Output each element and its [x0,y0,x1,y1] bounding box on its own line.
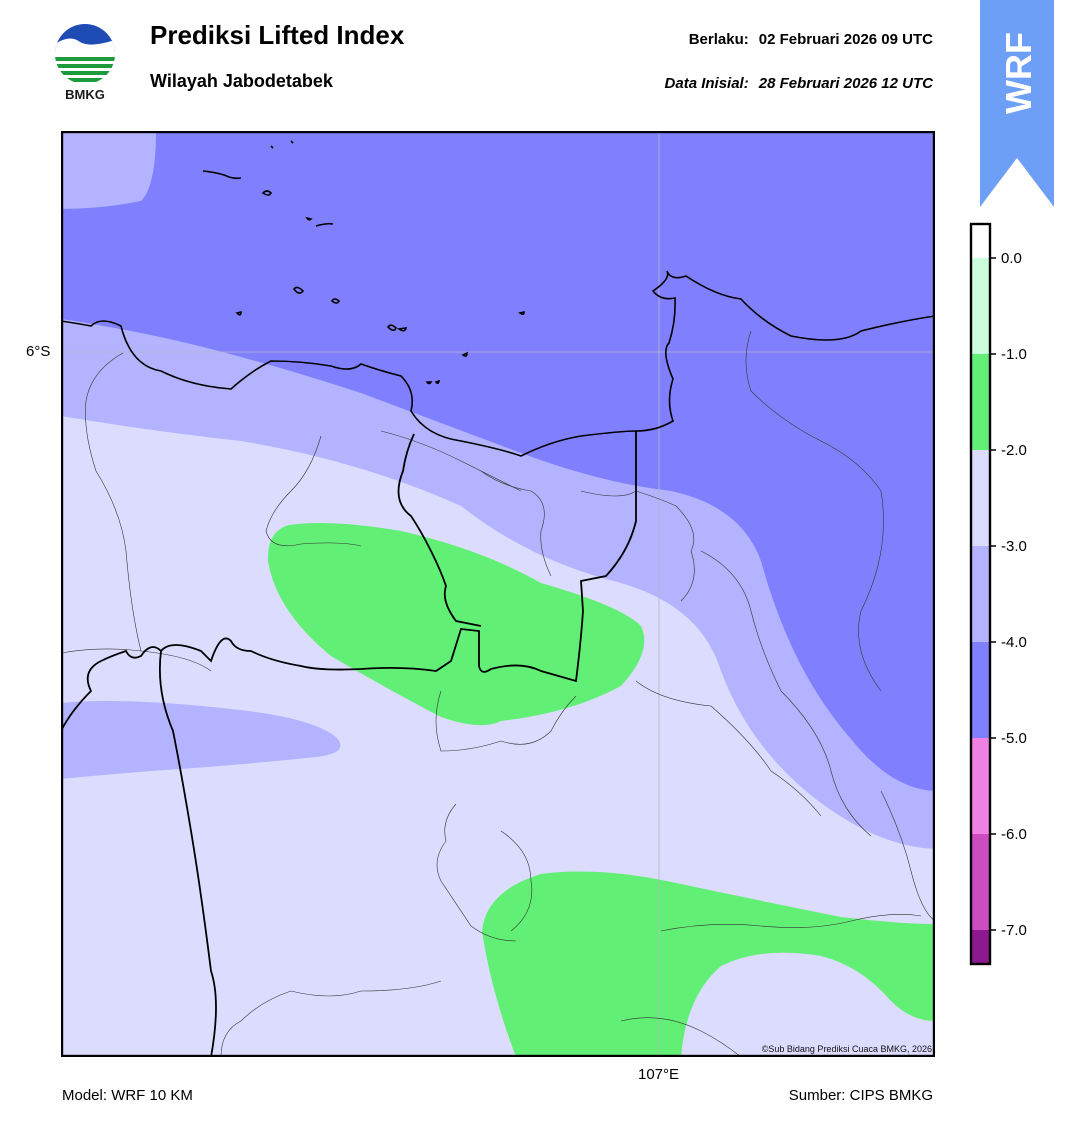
colorbar: 0.0 -1.0 -2.0 -3.0 -4.0 -5.0 -6.0 -7.0 [969,222,1027,966]
li-band-4-3-west [61,701,341,779]
colorbar-tick-label: 0.0 [1001,250,1022,267]
colorbar-tick-label: -5.0 [1001,730,1027,747]
init-time: Data Inisial: 28 Februari 2026 12 UTC [665,75,933,92]
colorbar-segment [971,642,990,738]
li-band-2-1-center [267,523,645,726]
islands [202,140,525,385]
colorbar-extension-top [971,224,990,258]
colorbar-tick-label: -6.0 [1001,826,1027,843]
page-subtitle: Wilayah Jabodetabek [150,71,333,91]
latitude-label: 6°S [26,343,51,360]
map-credit: ©Sub Bidang Prediksi Cuaca BMKG, 2026 [762,1044,932,1054]
source-label: Sumber: CIPS BMKG [788,1087,933,1104]
colorbar-frame [969,222,992,966]
province-boundaries [61,431,637,1057]
up-arrow-icon [980,0,1054,207]
colorbar-segment [971,930,990,964]
longitude-label: 107°E [638,1066,680,1083]
valid-label: Berlaku: [688,31,749,48]
colorbar-segment [971,354,990,450]
colorbar-segment [971,546,990,642]
page-title: Prediksi Lifted Index [150,20,405,50]
init-label: Data Inisial: [664,75,749,92]
regency-boundaries [61,330,935,1057]
lifted-index-map: ©Sub Bidang Prediksi Cuaca BMKG, 2026 [61,131,935,1057]
li-band-4-3-corner [61,131,156,209]
colorbar-segment [971,738,990,834]
colorbar-tick-label: -2.0 [1001,442,1027,459]
map-frame [61,131,935,1057]
colorbar-tick-label: -7.0 [1001,922,1027,939]
bmkg-logo-icon: BMKG [55,24,115,102]
model-label: Model: WRF 10 KM [62,1087,193,1104]
colorbar-tick-label: -1.0 [1001,346,1027,363]
colorbar-segment [971,450,990,546]
coastline [61,270,935,457]
colorbar-tick-label: -3.0 [1001,538,1027,555]
logo-text: BMKG [65,87,105,102]
wrf-label: WRF [998,32,1039,114]
colorbar-segment [971,258,990,354]
init-value: 28 Februari 2026 12 UTC [758,75,933,92]
valid-time: Berlaku: 02 Februari 2026 09 UTC [689,31,933,48]
colorbar-segment [971,834,990,930]
li-band-5-4 [61,131,935,791]
colorbar-tick-label: -4.0 [1001,634,1027,651]
valid-value: 02 Februari 2026 09 UTC [758,31,933,48]
li-band-2-1-south [482,871,935,1057]
wrf-badge: WRF [980,0,1054,207]
